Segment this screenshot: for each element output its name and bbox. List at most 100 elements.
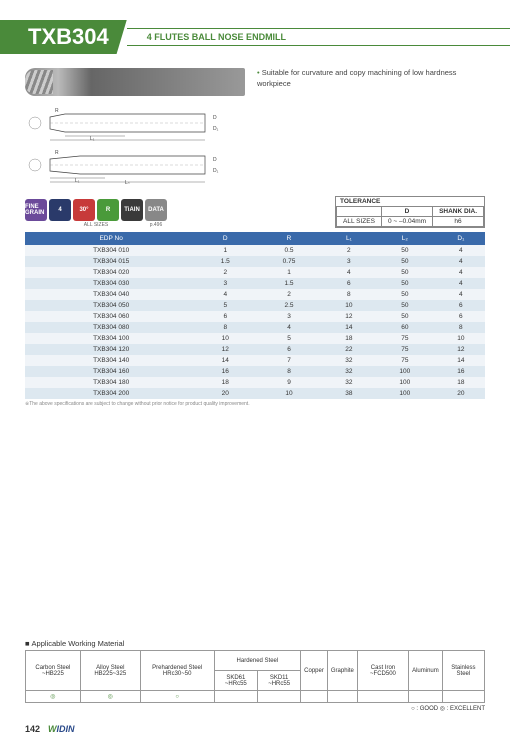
table-row: TXB304 20020103810020 [25, 388, 485, 399]
spec-header: L₂ [373, 232, 437, 245]
svg-text:L₁: L₁ [75, 178, 80, 184]
mat-mark [301, 691, 328, 703]
spec-cell: 4 [253, 322, 324, 333]
page-number: 142 [25, 724, 40, 734]
feature-bullet: Suitable for curvature and copy machinin… [257, 68, 485, 188]
tol-c2: h6 [433, 217, 484, 227]
spec-cell: 18 [197, 377, 253, 388]
mat-col: Stainless Steel [442, 651, 484, 691]
spec-cell: 7 [253, 355, 324, 366]
table-row: TXB304 01010.52504 [25, 245, 485, 256]
spec-cell: 50 [373, 289, 437, 300]
spec-cell: TXB304 020 [25, 267, 197, 278]
mat-mark [258, 691, 301, 703]
spec-cell: 4 [437, 245, 485, 256]
table-row: TXB304 140147327514 [25, 355, 485, 366]
table-row: TXB304 020214504 [25, 267, 485, 278]
spec-cell: 2 [325, 245, 373, 256]
spec-cell: TXB304 080 [25, 322, 197, 333]
svg-text:R: R [55, 108, 59, 114]
svg-text:L₂: L₂ [125, 180, 130, 184]
mat-col: Graphite [327, 651, 357, 691]
mat-col-group: Hardened Steel [214, 651, 301, 671]
spec-cell: 50 [373, 256, 437, 267]
spec-header: D₁ [437, 232, 485, 245]
tol-c0: ALL SIZES [337, 217, 382, 227]
page-footer: 142 WWIDINIDIN [25, 724, 75, 734]
spec-cell: 5 [253, 333, 324, 344]
tol-h0 [337, 207, 382, 217]
tolerance-box: TOLERANCE D SHANK DIA. ALL SIZES 0 ~ –0.… [335, 196, 485, 228]
mat-col: SKD61 ~HRc55 [214, 671, 257, 691]
table-row: TXB304 05052.510506 [25, 300, 485, 311]
spec-cell: 6 [437, 311, 485, 322]
spec-cell: 100 [373, 388, 437, 399]
spec-cell: 1 [253, 267, 324, 278]
tolerance-title: TOLERANCE [336, 197, 484, 206]
spec-cell: 50 [373, 300, 437, 311]
spec-cell: 2 [253, 289, 324, 300]
badges: FINE GRAIN430°RTiAlNDATA ALL SIZES p.496 [25, 199, 167, 228]
svg-text:D₁: D₁ [213, 126, 219, 132]
badges-tolerance-row: FINE GRAIN430°RTiAlNDATA ALL SIZES p.496… [0, 196, 510, 232]
spec-cell: TXB304 030 [25, 278, 197, 289]
spec-header: R [253, 232, 324, 245]
svg-text:D: D [213, 157, 217, 163]
spec-cell: 50 [373, 278, 437, 289]
spec-cell: 8 [197, 322, 253, 333]
spec-cell: 14 [325, 322, 373, 333]
mat-mark [442, 691, 484, 703]
spec-cell: 4 [437, 256, 485, 267]
feature-badge: TiAlN [121, 199, 143, 221]
spec-cell: TXB304 010 [25, 245, 197, 256]
spec-cell: 8 [253, 366, 324, 377]
spec-cell: 8 [325, 289, 373, 300]
spec-cell: 20 [197, 388, 253, 399]
spec-cell: 22 [325, 344, 373, 355]
spec-cell: TXB304 060 [25, 311, 197, 322]
table-row: TXB304 1801893210018 [25, 377, 485, 388]
spec-cell: TXB304 050 [25, 300, 197, 311]
tool-photo [25, 68, 245, 96]
spec-cell: 10 [325, 300, 373, 311]
spec-cell: 4 [437, 289, 485, 300]
spec-cell: 18 [437, 377, 485, 388]
spec-cell: 4 [437, 278, 485, 289]
spec-cell: 4 [325, 267, 373, 278]
tolerance-table: D SHANK DIA. ALL SIZES 0 ~ –0.04mm h6 [336, 206, 484, 227]
mat-col: Cast Iron ~FCD500 [357, 651, 408, 691]
mat-mark [327, 691, 357, 703]
spec-cell: 2 [197, 267, 253, 278]
feature-badge: R [97, 199, 119, 221]
spec-cell: TXB304 160 [25, 366, 197, 377]
svg-text:D₁: D₁ [213, 168, 219, 174]
spec-cell: 75 [373, 344, 437, 355]
spec-cell: TXB304 120 [25, 344, 197, 355]
spec-cell: 12 [197, 344, 253, 355]
spec-cell: 4 [197, 289, 253, 300]
table-row: TXB304 1601683210016 [25, 366, 485, 377]
spec-cell: 1.5 [253, 278, 324, 289]
badge-sub-allsizes: ALL SIZES [73, 222, 119, 228]
spec-cell: 4 [437, 267, 485, 278]
table-row: TXB304 0606312506 [25, 311, 485, 322]
table-row: TXB304 0151.50.753504 [25, 256, 485, 267]
spec-cell: 9 [253, 377, 324, 388]
header: TXB304 4 FLUTES BALL NOSE ENDMILL [0, 20, 510, 54]
tol-h1: D [381, 207, 432, 217]
spec-cell: 6 [253, 344, 324, 355]
spec-cell: 2.5 [253, 300, 324, 311]
table-row: TXB304 120126227512 [25, 344, 485, 355]
spec-cell: TXB304 200 [25, 388, 197, 399]
spec-cell: 6 [325, 278, 373, 289]
spec-header: L₁ [325, 232, 373, 245]
feature-badge: 30° [73, 199, 95, 221]
mat-col: Aluminum [409, 651, 443, 691]
product-code: TXB304 [0, 20, 127, 54]
spec-cell: 32 [325, 366, 373, 377]
spec-cell: 38 [325, 388, 373, 399]
diagram-area: L₁ R D D₁ L₁ L₂ R D D₁ [25, 68, 245, 188]
materials-title: Applicable Working Material [25, 639, 485, 648]
spec-cell: 16 [197, 366, 253, 377]
spec-table: EDP NoDRL₁L₂D₁ TXB304 01010.52504TXB304 … [25, 232, 485, 399]
